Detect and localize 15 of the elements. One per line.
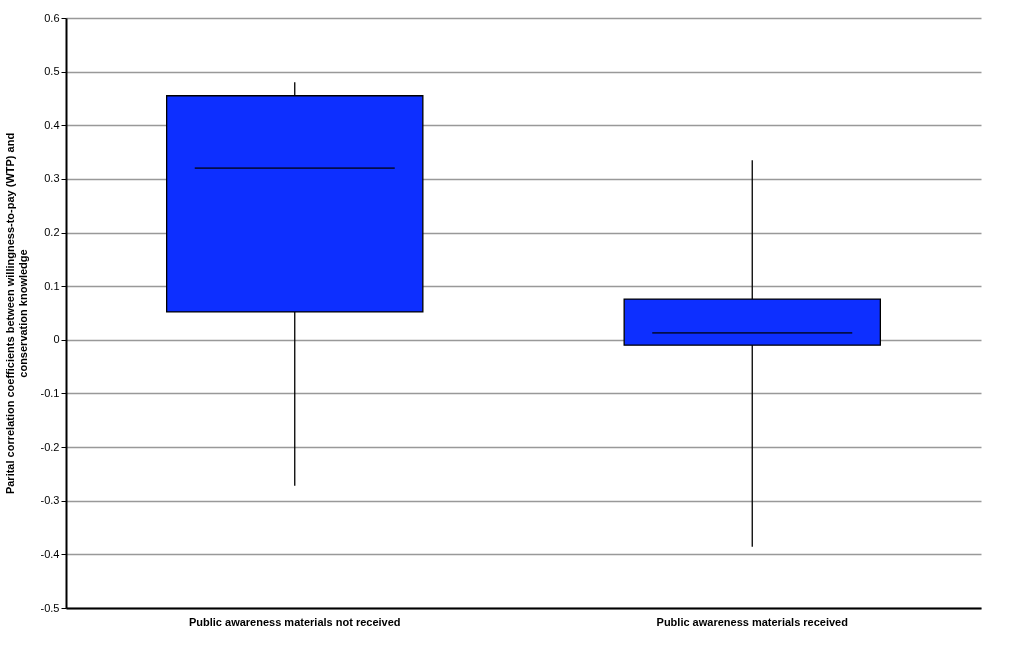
x-tick-label: Public awareness materials not received [188,615,401,628]
y-tick-label: 0.5 [44,65,60,78]
y-tick-label: -0.2 [40,440,60,453]
x-tick-label: Public awareness materials received [656,615,848,628]
y-tick-label: 0.3 [44,172,60,185]
y-axis-title: Parital correlation coefficients between willingness-to-pay (WTP) and conservation knowledge [3,132,29,495]
y-tick-label: 0.1 [44,279,60,292]
y-tick-label: -0.5 [40,601,60,614]
y-tick-label: 0.4 [44,118,60,131]
y-tick-label: -0.3 [40,494,60,507]
y-tick-label: 0.6 [44,11,60,24]
y-tick-label: 0 [53,333,60,346]
y-tick-label: 0.2 [44,226,60,239]
y-tick-label: -0.1 [40,386,60,399]
y-tick-label: -0.4 [40,547,60,560]
